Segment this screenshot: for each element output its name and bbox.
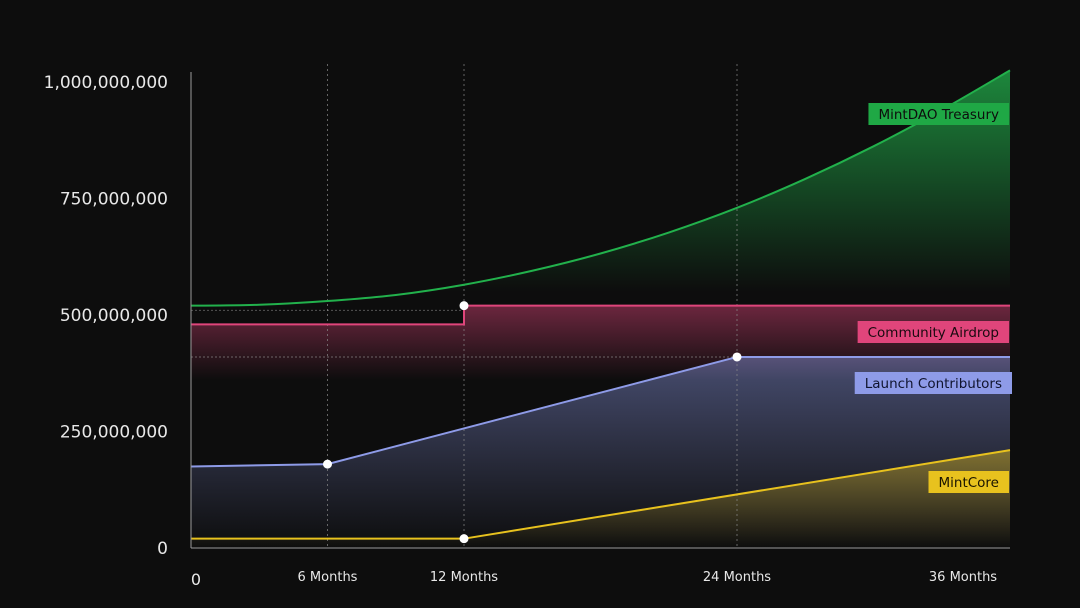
legend-swatch — [854, 372, 1012, 394]
x-axis-tick-labels: 0 6 Months 12 Months 24 Months 36 Months — [191, 570, 997, 589]
legend-swatch — [868, 103, 1009, 125]
legend-label: Launch Contributors — [865, 376, 1002, 392]
line-launch-contributors — [190, 355, 1010, 468]
legend-item-mintdao-treasury: MintDAO Treasury — [868, 103, 1009, 125]
legend-label: Community Airdrop — [868, 325, 999, 341]
y-tick-label: 0 — [157, 539, 168, 559]
y-tick-label: 250,000,000 — [60, 423, 168, 443]
x-tick-label: 36 Months — [929, 570, 997, 585]
y-tick-label: 500,000,000 — [60, 306, 168, 326]
legend-label: MintCore — [939, 475, 1000, 491]
area-fills — [191, 70, 1010, 548]
marker-mintcore-12 — [459, 534, 469, 544]
x-tick-label: 24 Months — [703, 570, 771, 585]
x-tick-label: 6 Months — [298, 570, 358, 585]
x-tick-label: 12 Months — [430, 570, 498, 585]
y-tick-label: 1,000,000,000 — [44, 73, 168, 93]
y-axis-tick-labels: 1,000,000,000 750,000,000 500,000,000 250,0… — [44, 73, 168, 559]
line-mintdao-treasury — [190, 69, 1011, 307]
legend-swatch — [857, 321, 1009, 343]
legend-label: MintDAO Treasury — [878, 107, 999, 123]
marker-launch-contributors-6 — [323, 459, 332, 469]
legend: MintDAO Treasury Community Airdrop Launch … — [854, 103, 1012, 493]
marker-community-airdrop-12 — [459, 301, 469, 311]
x-tick-label: 0 — [191, 570, 201, 589]
area-mintdao-treasury — [191, 70, 1010, 306]
legend-swatch — [928, 471, 1009, 493]
marker-launch-contributors-24 — [732, 352, 742, 362]
axes — [190, 72, 1010, 549]
y-tick-label: 750,000,000 — [60, 190, 168, 210]
legend-item-launch-contributors: Launch Contributors — [854, 372, 1012, 394]
data-markers — [323, 301, 742, 544]
area-mintcore — [191, 450, 1010, 548]
legend-item-mintcore: MintCore — [928, 471, 1009, 493]
line-community-airdrop — [191, 304, 1010, 326]
legend-item-community-airdrop: Community Airdrop — [857, 321, 1009, 343]
